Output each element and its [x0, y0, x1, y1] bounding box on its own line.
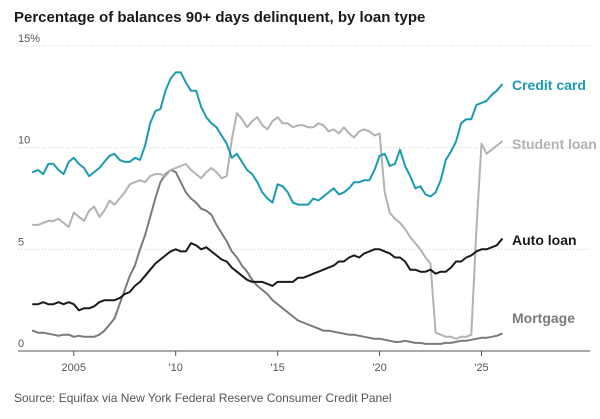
series-label-auto-loan: Auto loan [512, 232, 577, 248]
chart-title: Percentage of balances 90+ days delinque… [14, 9, 426, 26]
y-tick-label: 5 [18, 236, 24, 248]
x-tick-label: '20 [372, 362, 386, 374]
x-tick-label: '15 [270, 362, 284, 374]
series-line-credit-card [32, 71, 503, 206]
x-tick-label: 2005 [62, 362, 86, 374]
series-line-mortgage [32, 169, 503, 345]
x-tick-label: '10 [169, 362, 183, 374]
y-tick-label: 15% [18, 33, 40, 45]
series-label-credit-card: Credit card [512, 77, 586, 93]
series-label-student-loan: Student loan [512, 136, 597, 152]
series-line-auto-loan [32, 238, 503, 312]
y-tick-label: 10 [18, 135, 30, 147]
series-label-mortgage: Mortgage [512, 310, 575, 326]
series-line-student-loan [32, 112, 503, 340]
y-tick-label: 0 [18, 338, 24, 350]
source-note: Source: Equifax via New York Federal Res… [14, 391, 392, 405]
x-tick-label: '25 [474, 362, 488, 374]
